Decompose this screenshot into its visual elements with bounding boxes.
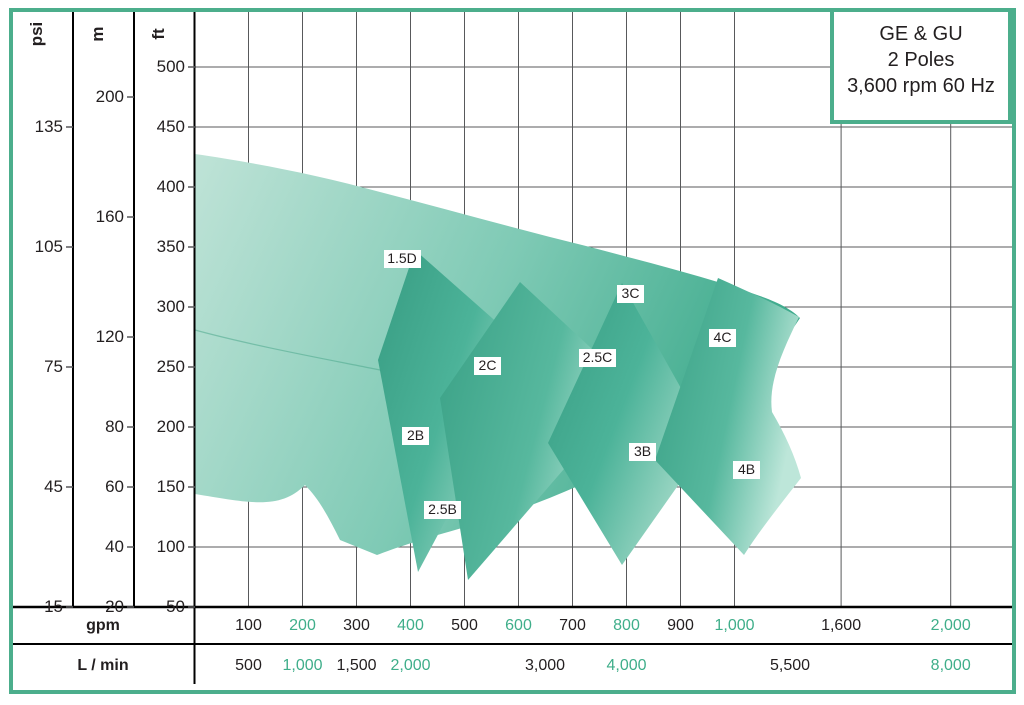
svg-text:900: 900 bbox=[667, 617, 694, 634]
svg-text:L / min: L / min bbox=[77, 657, 128, 674]
svg-text:150: 150 bbox=[157, 477, 185, 496]
svg-text:45: 45 bbox=[44, 477, 63, 496]
svg-text:3C: 3C bbox=[622, 285, 640, 301]
svg-text:15: 15 bbox=[44, 597, 63, 616]
svg-text:40: 40 bbox=[105, 537, 124, 556]
svg-text:135: 135 bbox=[35, 117, 63, 136]
svg-text:1,600: 1,600 bbox=[821, 617, 861, 634]
svg-text:3,000: 3,000 bbox=[525, 657, 565, 674]
svg-text:5,500: 5,500 bbox=[770, 657, 810, 674]
svg-text:300: 300 bbox=[343, 617, 370, 634]
svg-text:120: 120 bbox=[96, 327, 124, 346]
svg-text:400: 400 bbox=[157, 177, 185, 196]
svg-text:3B: 3B bbox=[634, 443, 651, 459]
svg-text:500: 500 bbox=[451, 617, 478, 634]
svg-text:8,000: 8,000 bbox=[931, 657, 971, 674]
svg-text:350: 350 bbox=[157, 237, 185, 256]
svg-text:100: 100 bbox=[235, 617, 262, 634]
svg-text:2B: 2B bbox=[407, 427, 424, 443]
svg-text:2,000: 2,000 bbox=[931, 617, 971, 634]
svg-text:psi: psi bbox=[27, 22, 46, 47]
svg-text:GE & GU: GE & GU bbox=[879, 23, 962, 45]
svg-text:4,000: 4,000 bbox=[606, 657, 646, 674]
svg-text:2.5B: 2.5B bbox=[428, 501, 457, 517]
svg-text:400: 400 bbox=[397, 617, 424, 634]
svg-text:200: 200 bbox=[289, 617, 316, 634]
svg-text:300: 300 bbox=[157, 297, 185, 316]
svg-text:700: 700 bbox=[559, 617, 586, 634]
svg-text:2,000: 2,000 bbox=[390, 657, 430, 674]
svg-text:2 Poles: 2 Poles bbox=[888, 49, 955, 71]
svg-text:ft: ft bbox=[149, 28, 168, 40]
svg-text:500: 500 bbox=[157, 57, 185, 76]
svg-text:250: 250 bbox=[157, 357, 185, 376]
svg-text:1,000: 1,000 bbox=[714, 617, 754, 634]
svg-text:50: 50 bbox=[166, 597, 185, 616]
svg-text:2C: 2C bbox=[479, 357, 497, 373]
svg-text:600: 600 bbox=[505, 617, 532, 634]
svg-text:4B: 4B bbox=[738, 461, 755, 477]
svg-text:20: 20 bbox=[105, 597, 124, 616]
svg-text:100: 100 bbox=[157, 537, 185, 556]
svg-text:75: 75 bbox=[44, 357, 63, 376]
svg-text:800: 800 bbox=[613, 617, 640, 634]
svg-text:m: m bbox=[88, 26, 107, 41]
svg-text:1,500: 1,500 bbox=[336, 657, 376, 674]
svg-text:2.5C: 2.5C bbox=[583, 349, 613, 365]
svg-text:gpm: gpm bbox=[86, 617, 120, 634]
svg-text:105: 105 bbox=[35, 237, 63, 256]
svg-text:3,600 rpm 60 Hz: 3,600 rpm 60 Hz bbox=[847, 75, 995, 97]
svg-text:80: 80 bbox=[105, 417, 124, 436]
svg-text:500: 500 bbox=[235, 657, 262, 674]
svg-text:1,000: 1,000 bbox=[282, 657, 322, 674]
svg-text:4C: 4C bbox=[714, 329, 732, 345]
svg-text:200: 200 bbox=[96, 87, 124, 106]
svg-text:200: 200 bbox=[157, 417, 185, 436]
svg-text:1.5D: 1.5D bbox=[387, 250, 417, 266]
svg-text:60: 60 bbox=[105, 477, 124, 496]
svg-text:160: 160 bbox=[96, 207, 124, 226]
svg-text:450: 450 bbox=[157, 117, 185, 136]
